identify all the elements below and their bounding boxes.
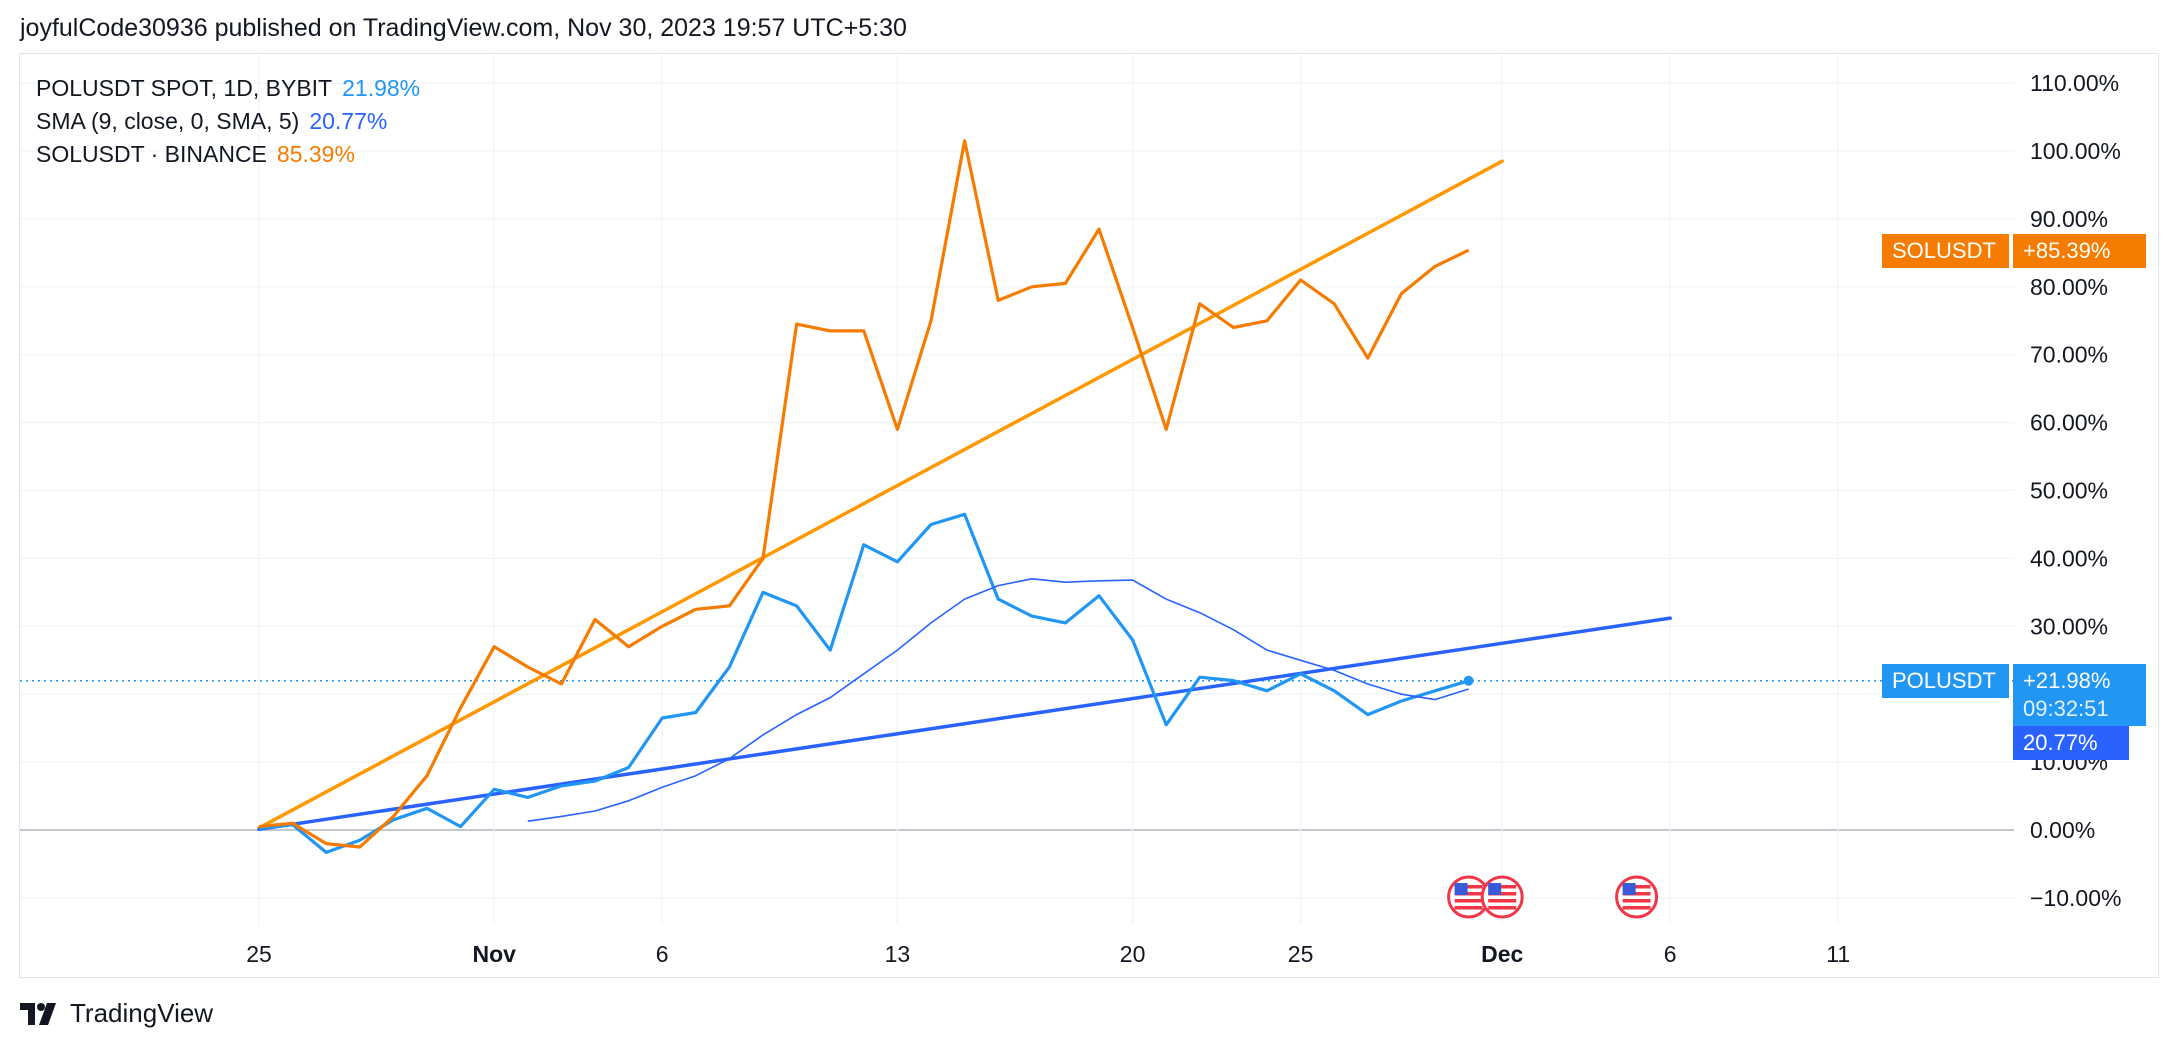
sma-series-line	[527, 577, 1469, 822]
y-tick-label: 100.00%	[2030, 138, 2121, 164]
footer-brand-name: TradingView	[70, 998, 214, 1028]
legend-row-polusdt[interactable]: POLUSDT SPOT, 1D, BYBIT 21.98%	[36, 72, 420, 105]
sma-value-tag: 20.77%	[2013, 726, 2129, 760]
polusdt-series-line	[258, 512, 1470, 855]
legend-value-sma: 20.77%	[309, 108, 388, 134]
chart-legend: POLUSDT SPOT, 1D, BYBIT 21.98% SMA (9, cl…	[36, 72, 420, 171]
x-tick-label: 11	[1826, 941, 1850, 967]
y-tick-label: 80.00%	[2030, 274, 2108, 300]
footer-brand[interactable]: TradingView	[20, 998, 213, 1029]
tradingview-logo-icon	[20, 1002, 56, 1025]
x-tick-label: 25	[246, 941, 272, 967]
y-tick-label: 30.00%	[2030, 613, 2108, 639]
x-tick-label: Nov	[472, 941, 516, 967]
us-flag-icon[interactable]	[1480, 875, 1524, 919]
legend-row-solusdt[interactable]: SOLUSDT · BINANCE 85.39%	[36, 138, 420, 171]
polusdt-name-tag: POLUSDT	[1882, 664, 2009, 698]
x-tick-label: Dec	[1481, 941, 1523, 967]
us-flag-icon[interactable]	[1615, 875, 1659, 919]
sol_trend-line	[257, 159, 1504, 830]
y-tick-label: −10.00%	[2030, 885, 2121, 911]
y-tick-label: 90.00%	[2030, 206, 2108, 232]
legend-label-sma: SMA (9, close, 0, SMA, 5)	[36, 108, 300, 134]
legend-label-solusdt: SOLUSDT · BINANCE	[36, 141, 267, 167]
solusdt-name-tag: SOLUSDT	[1882, 234, 2009, 268]
polusdt-last-point	[1463, 675, 1474, 686]
legend-row-sma[interactable]: SMA (9, close, 0, SMA, 5) 20.77%	[36, 105, 420, 138]
y-tick-label: 0.00%	[2030, 817, 2095, 843]
y-tick-label: 40.00%	[2030, 545, 2108, 571]
x-tick-label: 25	[1288, 941, 1314, 967]
solusdt-value-tag: +85.39%	[2013, 234, 2146, 268]
x-tick-label: 20	[1120, 941, 1146, 967]
x-tick-label: 6	[656, 941, 669, 967]
us-flag-icon[interactable]	[1447, 875, 1491, 919]
y-tick-label: 70.00%	[2030, 342, 2108, 368]
chart-frame	[19, 53, 2159, 978]
y-tick-label: 60.00%	[2030, 410, 2108, 436]
pol_trend-line	[257, 616, 1672, 832]
solusdt-series-line	[258, 139, 1470, 849]
legend-label-polusdt: POLUSDT SPOT, 1D, BYBIT	[36, 75, 333, 101]
y-tick-label: 50.00%	[2030, 478, 2108, 504]
legend-value-polusdt: 21.98%	[342, 75, 421, 101]
polusdt-countdown-tag: 09:32:51	[2013, 692, 2146, 726]
y-tick-label: 110.00%	[2030, 70, 2119, 96]
publish-attribution: joyfulCode30936 published on TradingView…	[20, 14, 907, 42]
x-tick-label: 6	[1664, 941, 1677, 967]
x-tick-label: 13	[885, 941, 911, 967]
legend-value-solusdt: 85.39%	[276, 141, 355, 167]
